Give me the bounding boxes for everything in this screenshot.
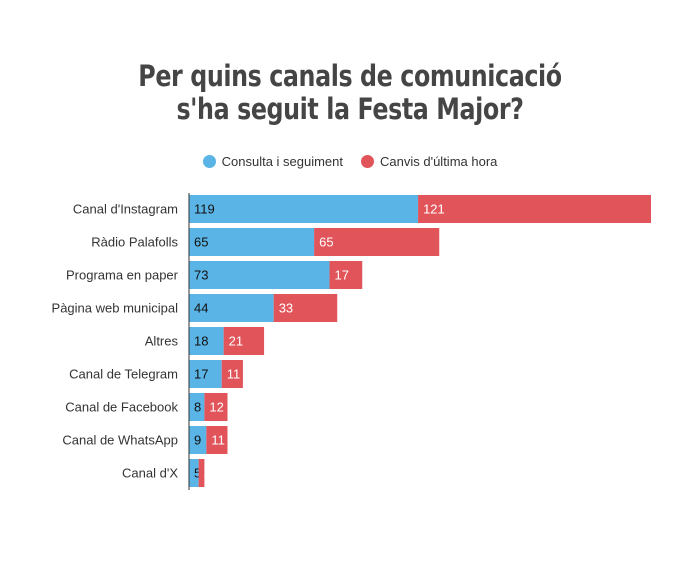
data-label-canvis: 65 xyxy=(319,235,333,250)
bar-consulta xyxy=(189,294,274,322)
bar-consulta xyxy=(189,195,419,223)
category-label: Altres xyxy=(145,334,179,349)
bar-canvis xyxy=(273,294,338,322)
bar-canvis xyxy=(223,327,265,355)
chart-title-line-1: Per quins canals de comunicació xyxy=(138,59,562,93)
data-label-canvis: 21 xyxy=(229,334,243,349)
category-label: Canal de Facebook xyxy=(65,400,178,415)
data-label-canvis: 11 xyxy=(211,433,225,448)
bar-consulta xyxy=(189,261,330,289)
bar-canvis xyxy=(329,261,363,289)
data-label-consulta: 65 xyxy=(194,235,208,250)
data-label-consulta: 17 xyxy=(194,367,208,382)
category-label: Canal de Telegram xyxy=(69,367,178,382)
data-label-consulta: 119 xyxy=(194,202,215,217)
bar-consulta xyxy=(189,360,222,388)
bar-consulta xyxy=(189,393,205,421)
legend-item-consulta: Consulta i seguiment xyxy=(202,154,344,169)
bar-canvis xyxy=(418,195,651,223)
legend-dot-canvis xyxy=(361,155,375,168)
bar-canvis xyxy=(198,459,205,487)
bar-consulta xyxy=(189,228,315,256)
data-label-consulta: 8 xyxy=(194,400,201,415)
category-label: Programa en paper xyxy=(66,268,179,283)
legend-label-canvis: Canvis d'última hora xyxy=(380,154,498,169)
data-label-consulta: 44 xyxy=(194,301,208,316)
data-label-canvis: 11 xyxy=(227,367,241,382)
data-label-canvis: 12 xyxy=(209,400,223,415)
bar-consulta xyxy=(189,327,224,355)
legend-label-consulta: Consulta i seguiment xyxy=(221,154,344,169)
data-label-canvis: 3 xyxy=(204,466,211,481)
data-label-canvis: 121 xyxy=(423,202,445,217)
chart-title: Per quins canals de comunicació s'ha seg… xyxy=(63,60,637,126)
bar-consulta xyxy=(189,459,199,487)
bar-canvis xyxy=(221,360,243,388)
data-label-canvis: 33 xyxy=(279,301,293,316)
bar-canvis xyxy=(204,393,228,421)
category-label: Canal de WhatsApp xyxy=(62,433,178,448)
data-label-consulta: 18 xyxy=(194,334,208,349)
data-label-consulta: 73 xyxy=(194,268,208,283)
data-label-consulta: 5 xyxy=(194,466,201,481)
data-label-consulta: 9 xyxy=(194,433,201,448)
legend: Consulta i seguiment Canvis d'última hor… xyxy=(0,154,700,169)
category-label: Pàgina web municipal xyxy=(52,301,179,316)
data-label-canvis: 17 xyxy=(335,268,349,283)
bar-consulta xyxy=(189,426,207,454)
category-label: Canal d'X xyxy=(122,466,178,481)
bar-canvis xyxy=(314,228,440,256)
bar-canvis xyxy=(206,426,228,454)
category-label: Ràdio Palafolls xyxy=(91,235,178,250)
chart-title-line-2: s'ha seguit la Festa Major? xyxy=(176,92,524,126)
category-label: Canal d'Instagram xyxy=(73,202,178,217)
legend-item-canvis: Canvis d'última hora xyxy=(361,154,497,169)
legend-dot-consulta xyxy=(202,155,216,168)
